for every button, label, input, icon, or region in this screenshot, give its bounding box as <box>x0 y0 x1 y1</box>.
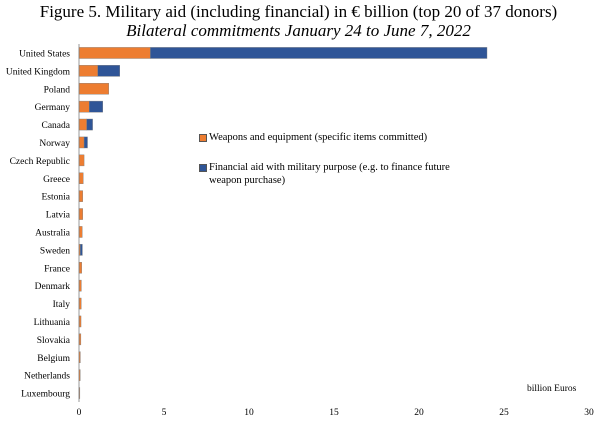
category-label: Denmark <box>35 282 71 292</box>
category-label: Lithuania <box>34 318 71 328</box>
x-tick-label: 15 <box>329 408 339 418</box>
category-label: United States <box>19 49 70 59</box>
bar-canada-financial <box>86 118 93 131</box>
bar-norway-financial <box>83 136 88 149</box>
bar-greece-weapons <box>78 172 84 184</box>
category-label: Italy <box>53 300 71 310</box>
bar-norway-weapons <box>78 136 85 149</box>
category-label: Norway <box>39 139 70 149</box>
category-label: Greece <box>43 175 70 185</box>
category-label: Germany <box>35 103 71 113</box>
bar-estonia-weapons <box>78 190 83 202</box>
legend-item-financial: Financial aid with military purpose (e.g… <box>199 161 469 187</box>
bar-united-states-financial <box>150 47 488 59</box>
chart-title: Figure 5. Military aid (including financ… <box>39 2 558 21</box>
bar-australia-weapons <box>78 226 83 238</box>
category-label: France <box>44 264 70 274</box>
category-label: Sweden <box>40 246 70 256</box>
legend-label-financial: Financial aid with military purpose (e.g… <box>209 162 450 186</box>
x-tick-label: 5 <box>162 408 167 418</box>
x-tick-label: 30 <box>584 408 594 418</box>
chart-subtitle: Bilateral commitments January 24 to June… <box>126 21 471 40</box>
category-label: Estonia <box>42 193 71 203</box>
bar-sweden-financial <box>80 244 83 256</box>
x-tick-label: 0 <box>77 408 82 418</box>
bar-united-kingdom-financial <box>97 65 120 77</box>
category-label: Australia <box>35 228 71 238</box>
legend-swatch-weapons <box>199 134 207 142</box>
category-label: Czech Republic <box>10 157 70 167</box>
x-tick-label: 25 <box>499 408 509 418</box>
category-label: Canada <box>42 121 71 131</box>
category-label: Poland <box>44 85 71 95</box>
bar-germany-financial <box>88 100 103 113</box>
legend: Weapons and equipment (specific items co… <box>199 131 469 187</box>
bar-france-weapons <box>78 262 82 274</box>
bar-germany-weapons <box>78 100 90 113</box>
bar-latvia-weapons <box>78 208 83 220</box>
bar-united-states-weapons <box>78 47 151 59</box>
category-label: United Kingdom <box>6 67 71 77</box>
category-label: Slovakia <box>37 336 71 346</box>
category-label: Belgium <box>37 354 70 364</box>
bar-united-kingdom-weapons <box>78 65 98 77</box>
bar-czech-republic-weapons <box>78 154 85 167</box>
x-axis-label: billion Euros <box>527 384 577 394</box>
category-label: Luxembourg <box>21 390 70 400</box>
legend-label-weapons: Weapons and equipment (specific items co… <box>209 132 428 143</box>
bar-canada-weapons <box>78 118 87 131</box>
category-label: Netherlands <box>24 372 70 382</box>
legend-swatch-financial <box>199 164 207 172</box>
bar-poland-weapons <box>78 82 109 95</box>
legend-item-weapons: Weapons and equipment (specific items co… <box>199 131 469 144</box>
category-label: Latvia <box>46 211 71 221</box>
x-tick-label: 10 <box>244 408 254 418</box>
x-tick-label: 20 <box>414 408 424 418</box>
